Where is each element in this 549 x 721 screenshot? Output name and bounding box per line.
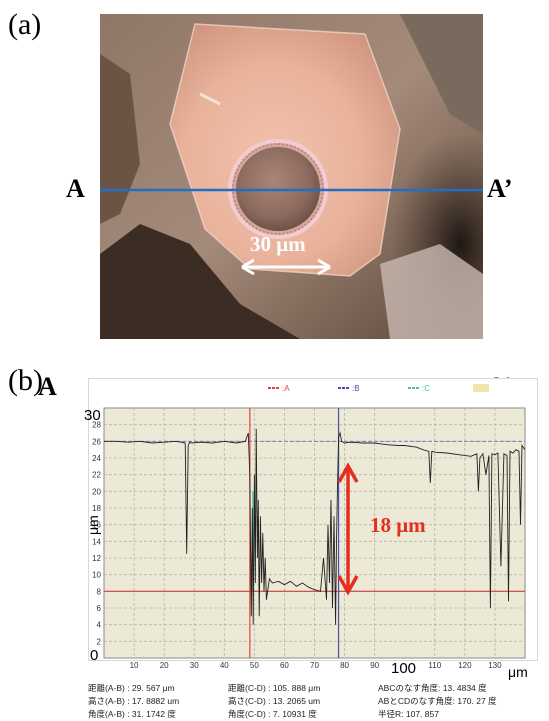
panel-b-label: (b) [8,364,43,397]
y-tick-label: 10 [92,571,101,580]
x-tick-label: 110 [428,661,441,670]
y-tick-label: 4 [97,621,102,630]
profile-series [104,428,526,625]
y-tick-label: 26 [92,437,101,446]
y-unit-label: μm [85,515,101,535]
footer-text: ABとCDのなす角度: 170. 27 度 [378,696,497,706]
legend-label: :B [352,384,360,393]
y-tick-label: 2 [97,637,102,646]
footer-col-3: ABCのなす角度: 13. 4834 度 ABとCDのなす角度: 170. 27… [378,682,497,721]
marker-b-left: A [38,372,57,401]
legend-label: :C [422,384,430,393]
x-tick-label: 90 [370,661,379,670]
x-tick-label: 40 [220,661,229,670]
profile-line [104,428,526,625]
footer-text: 角度(C-D) : 7. 10931 度 [228,709,317,719]
y-tick-label: 28 [92,421,101,430]
marker-a-right: A’ [487,174,513,203]
footer-text: ABCのなす角度: 13. 4834 度 [378,683,487,693]
y-tick-label: 20 [92,487,101,496]
microscope-photo [100,14,483,339]
panel-a-label: (a) [8,8,42,41]
x-tick-label: 10 [130,661,139,670]
tick-labels: 10 20 30 40 50 60 70 80 90 110 120 1302468101214161… [92,421,502,670]
footer-text: 角度(A-B) : 31. 1742 度 [88,709,176,719]
x-tick-label: 70 [310,661,319,670]
y-bottom-label: 0 [90,647,99,664]
x-tick-label: 20 [160,661,169,670]
y-tick-label: 14 [92,537,101,546]
footer-text: 高さ(C-D) : 13. 2065 um [228,696,321,706]
y-tick-label: 24 [92,454,101,463]
x-tick-label: 130 [488,661,502,670]
y-tick-label: 18 [92,504,101,513]
x-unit-label: μm [508,664,528,680]
y-tick-label: 22 [92,471,101,480]
x-tick-label: 120 [458,661,472,670]
marker-a-left: A [66,174,85,203]
legend-swatch [473,384,489,392]
height-annotation: 18 μm [370,513,426,537]
y-tick-label: 12 [92,554,101,563]
footer-text: 距離(A-B) : 29. 567 μm [88,683,175,693]
y-tick-label: 6 [97,604,102,613]
y-top-label: 30 [84,407,101,424]
footer-col-1: 距離(A-B) : 29. 567 μm 高さ(A-B) : 17. 8882 … [88,682,179,721]
chart-legend: :A :B :C [268,384,489,393]
footer-text: 高さ(A-B) : 17. 8882 um [88,696,180,706]
y-tick-label: 8 [97,587,102,596]
footer-text: 距離(C-D) : 105. 888 μm [228,683,321,693]
x-tick-label: 50 [250,661,259,670]
profile-chart: :A:B:C 10 20 30 40 50 60 70 80 90 110 120 130246810… [92,384,526,670]
y-tick-label: 16 [92,521,101,530]
x-tick-label: 30 [190,661,199,670]
x-tick-label: 60 [280,661,289,670]
footer-col-2: 距離(C-D) : 105. 888 μm 高さ(C-D) : 13. 2065… [228,682,320,721]
legend-label: :A [282,384,290,393]
x-tick-label: 80 [340,661,349,670]
footer-text: 半径R: 107. 857 [378,709,439,719]
scale-bar-label: 30 μm [250,232,306,256]
x-big-label: 100 [391,660,417,677]
